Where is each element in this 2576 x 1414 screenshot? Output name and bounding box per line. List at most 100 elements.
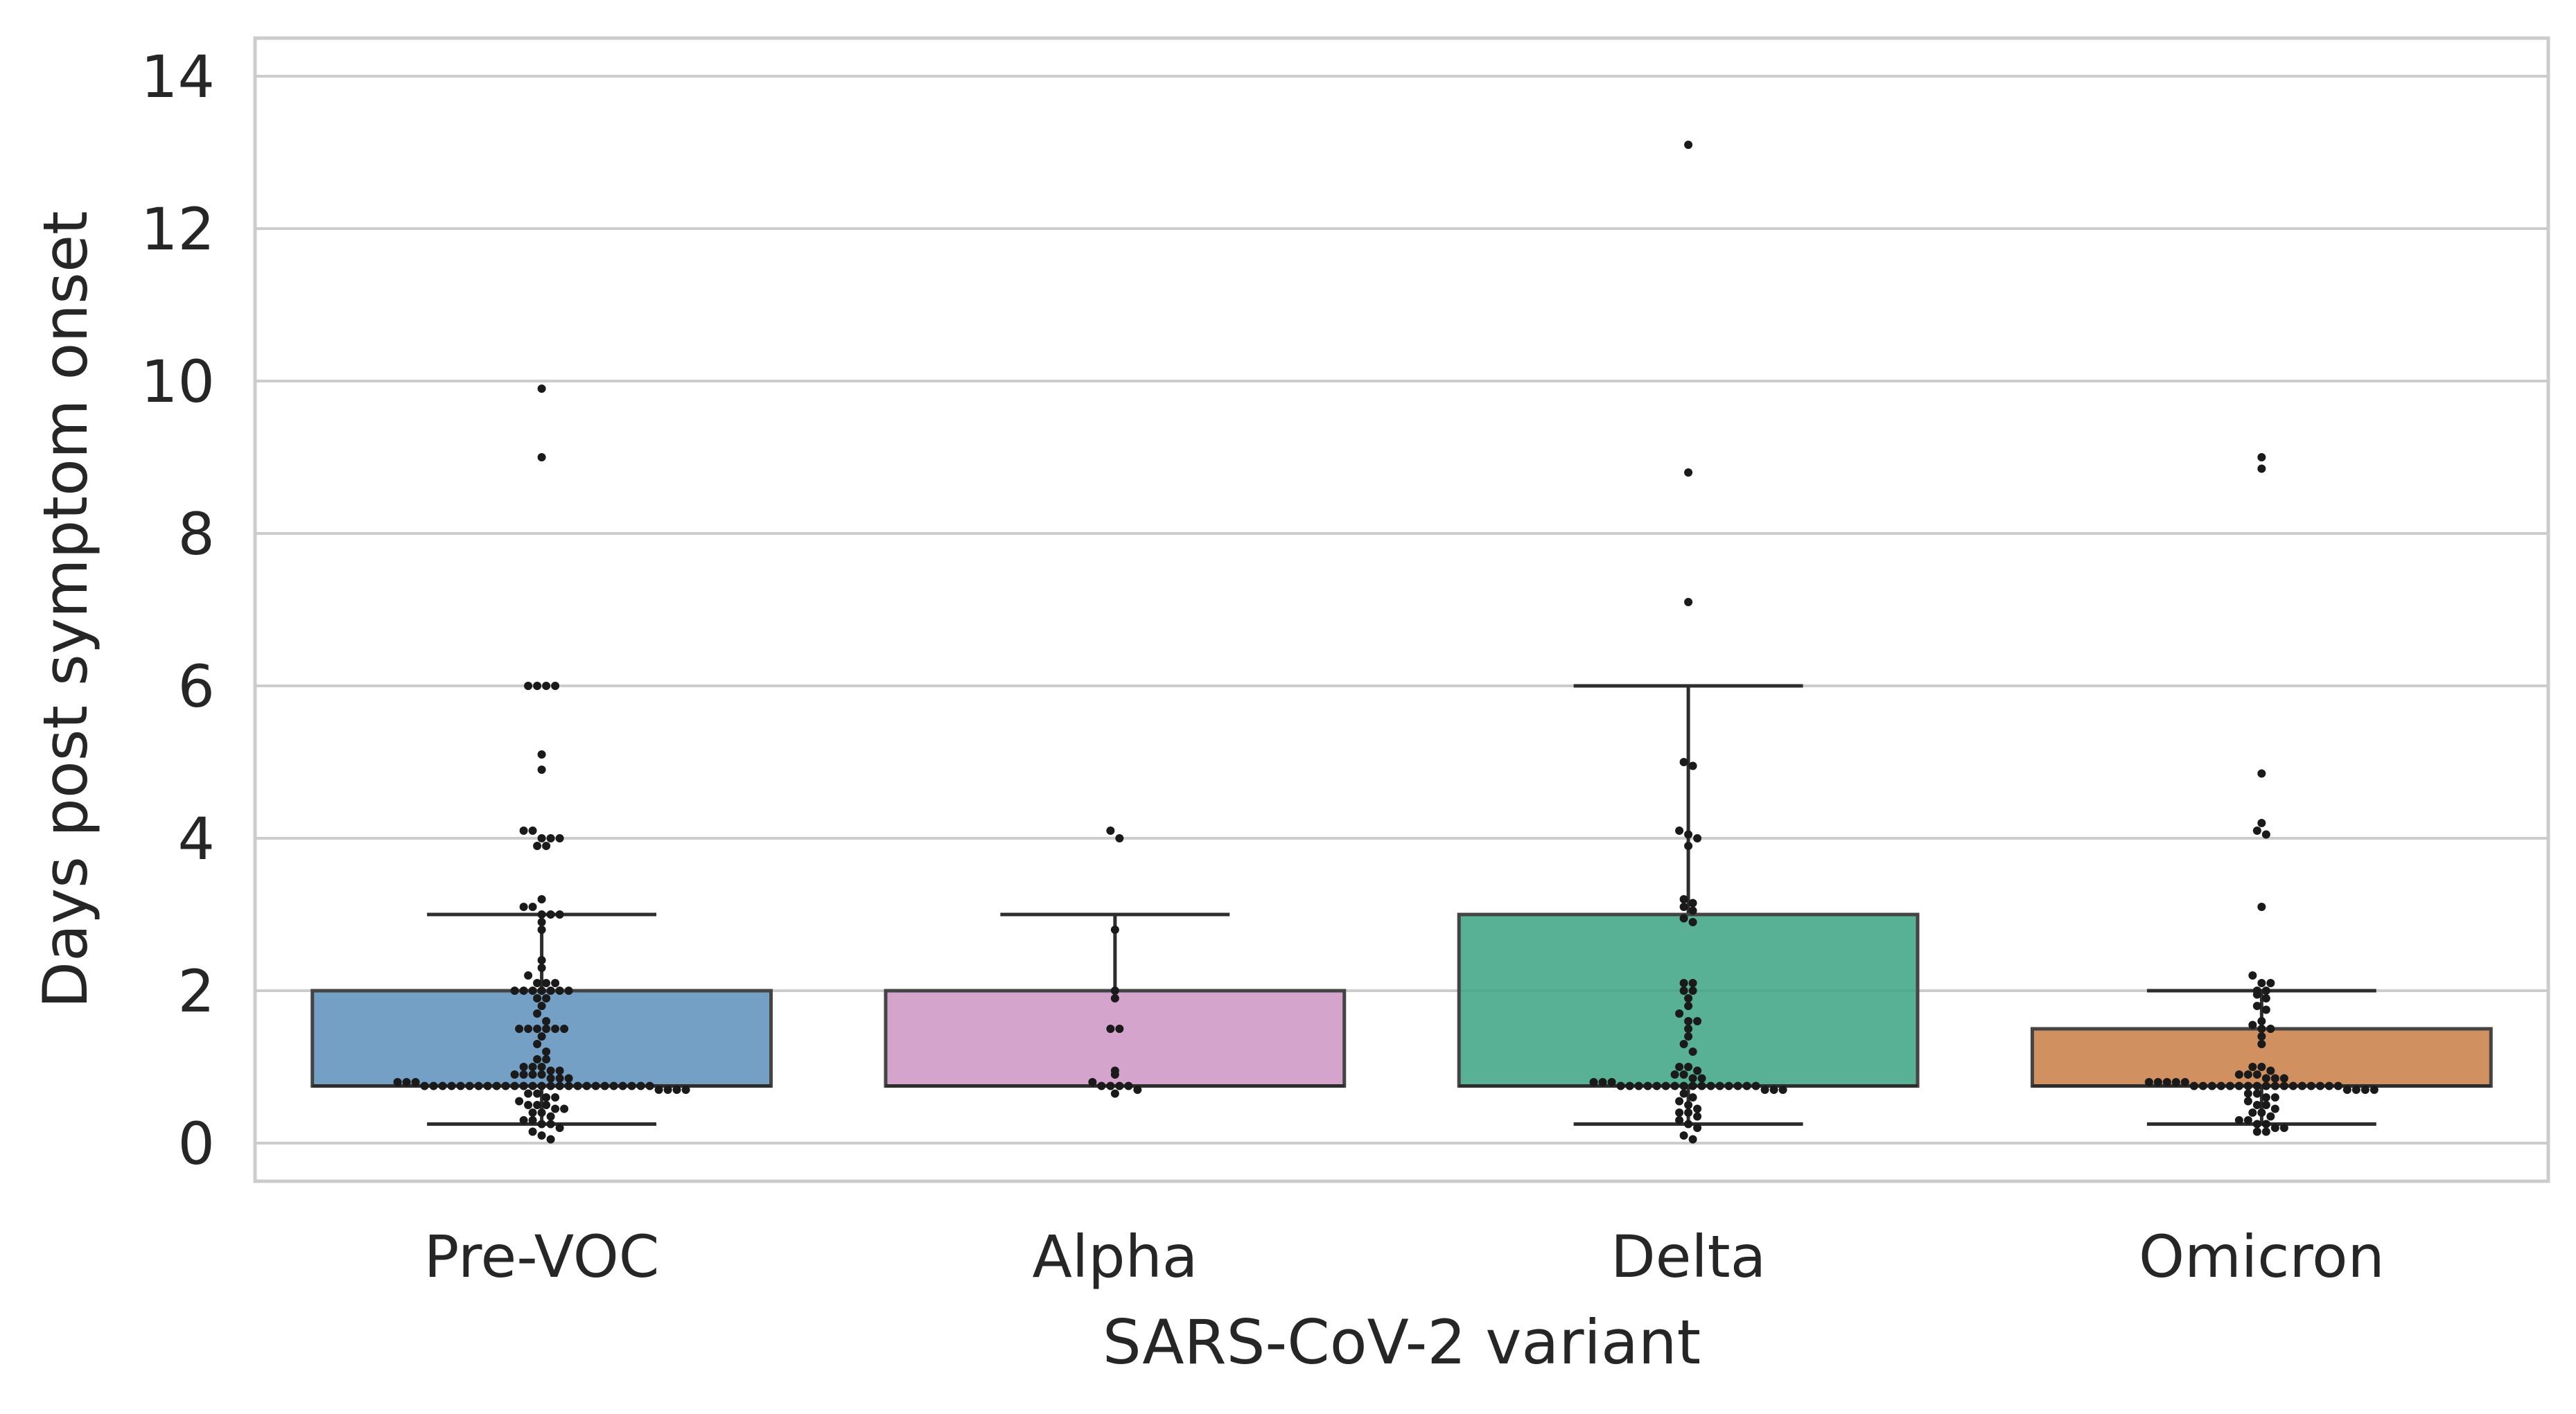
data-point <box>524 1101 533 1109</box>
data-point <box>1688 906 1697 915</box>
data-point <box>524 1089 533 1098</box>
plot-frame <box>253 36 2550 1183</box>
data-point <box>519 1063 528 1071</box>
data-point <box>546 987 555 995</box>
x-tick-label: Omicron <box>2139 1223 2385 1291</box>
data-point <box>2297 1081 2306 1090</box>
data-point <box>1115 1081 1124 1090</box>
data-point <box>1684 842 1693 850</box>
data-point <box>1670 1070 1679 1079</box>
data-point <box>537 766 546 774</box>
data-point <box>2243 1089 2252 1098</box>
data-point <box>555 834 564 842</box>
data-point <box>1679 1081 1688 1090</box>
data-point <box>2252 1002 2261 1010</box>
data-point <box>542 994 551 1002</box>
data-point <box>519 1081 528 1090</box>
data-point <box>2279 1081 2288 1090</box>
data-point <box>2198 1081 2207 1090</box>
data-point <box>537 1120 546 1129</box>
data-point <box>528 987 537 995</box>
data-point <box>1110 1089 1119 1098</box>
data-point <box>537 926 546 934</box>
data-point <box>2261 1074 2270 1083</box>
data-point <box>2257 903 2266 911</box>
data-point <box>528 1070 537 1079</box>
data-point <box>2257 1040 2266 1048</box>
data-point <box>546 1135 555 1144</box>
data-point <box>402 1078 411 1086</box>
data-point <box>546 1066 555 1075</box>
data-point <box>1742 1081 1751 1090</box>
data-point <box>2270 1104 2279 1113</box>
x-tick-labels: Pre-VOC Alpha Delta Omicron <box>424 1223 2385 1291</box>
data-point <box>2252 1070 2261 1079</box>
data-point <box>2261 1081 2270 1090</box>
data-point <box>537 964 546 972</box>
data-point <box>636 1081 645 1090</box>
data-point <box>1693 1124 1702 1132</box>
data-point <box>537 918 546 926</box>
data-point <box>2248 1063 2257 1071</box>
data-point <box>560 1025 569 1033</box>
data-point <box>1684 1032 1693 1041</box>
data-point <box>1625 1081 1634 1090</box>
point-layer <box>393 141 2378 1144</box>
data-point <box>2360 1086 2369 1094</box>
data-point <box>1679 1070 1688 1079</box>
data-point <box>609 1081 618 1090</box>
data-point <box>2252 1127 2261 1136</box>
data-point <box>564 1074 573 1083</box>
data-point <box>546 1081 555 1090</box>
data-point <box>542 1055 551 1063</box>
data-point <box>542 1017 551 1025</box>
data-point <box>1684 1063 1693 1071</box>
data-point <box>533 1009 542 1018</box>
data-point <box>2252 827 2261 835</box>
data-point <box>519 1116 528 1124</box>
data-point <box>546 1112 555 1121</box>
data-point <box>537 1063 546 1071</box>
data-point <box>1684 468 1693 477</box>
data-point <box>1589 1078 1598 1086</box>
data-point <box>483 1081 492 1090</box>
y-tick-label: 0 <box>178 1110 215 1178</box>
data-point <box>528 903 537 911</box>
data-point <box>542 1093 551 1102</box>
data-point <box>551 682 560 690</box>
data-point <box>1634 1081 1643 1090</box>
data-point <box>1684 598 1693 606</box>
data-point <box>537 1108 546 1117</box>
data-point <box>533 994 542 1002</box>
y-tick-label: 6 <box>178 653 215 721</box>
data-point <box>1688 1048 1697 1056</box>
data-point <box>1675 1097 1684 1106</box>
data-point <box>582 1081 591 1090</box>
x-tick-label: Alpha <box>1032 1223 1198 1291</box>
data-point <box>1684 1017 1693 1025</box>
data-point <box>1688 1081 1697 1090</box>
data-point <box>1684 830 1693 839</box>
data-point <box>537 1131 546 1140</box>
data-point <box>524 971 533 980</box>
data-point <box>1679 903 1688 911</box>
data-point <box>1124 1081 1133 1090</box>
data-point <box>1652 1081 1661 1090</box>
data-point <box>2288 1081 2297 1090</box>
data-point <box>2252 1101 2261 1109</box>
data-point <box>2369 1086 2378 1094</box>
data-point <box>2261 830 2270 839</box>
data-point <box>1598 1078 1607 1086</box>
y-tick-label: 8 <box>178 500 215 568</box>
data-point <box>2279 1074 2288 1083</box>
data-point <box>1693 1017 1702 1025</box>
data-point <box>1769 1086 1778 1094</box>
data-point <box>1110 1070 1119 1079</box>
data-point <box>2248 1108 2257 1117</box>
data-point <box>2252 1120 2261 1129</box>
data-point <box>1693 1112 1702 1121</box>
data-point <box>546 910 555 919</box>
data-point <box>542 1048 551 1056</box>
data-point <box>1679 914 1688 923</box>
